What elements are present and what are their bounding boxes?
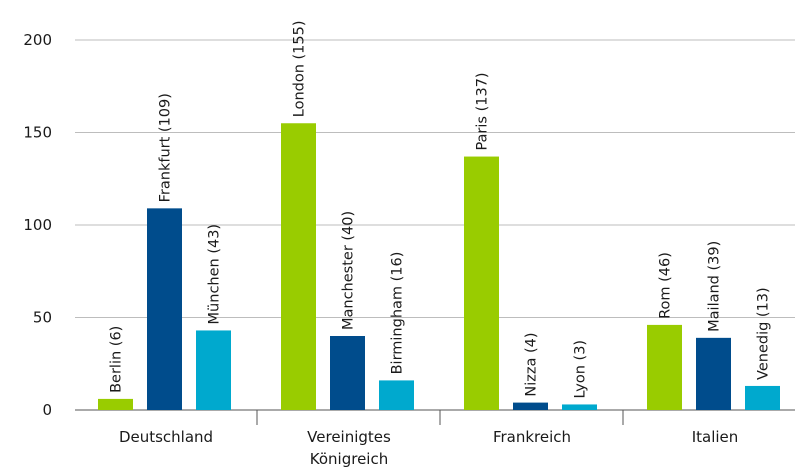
bar	[513, 402, 548, 410]
x-category-label: Frankreich	[493, 428, 571, 446]
bar	[98, 398, 133, 410]
y-tick-label: 150	[23, 124, 52, 142]
bar-data-label: Venedig (13)	[756, 287, 772, 380]
bar	[647, 324, 682, 410]
x-category-label: Italien	[692, 428, 739, 446]
bar	[330, 336, 365, 410]
bar	[147, 208, 182, 410]
bar-data-label: Lyon (3)	[573, 340, 589, 399]
bar	[379, 380, 414, 410]
bar-data-label: Nizza (4)	[524, 332, 540, 396]
bar-data-label: Rom (46)	[658, 252, 674, 319]
bar	[562, 404, 597, 410]
bar-data-label: Mailand (39)	[707, 241, 723, 332]
bar-data-label: München (43)	[207, 224, 223, 325]
bar-data-label: Berlin (6)	[109, 326, 125, 393]
x-category-label: Deutschland	[119, 428, 213, 446]
bar-data-label: Paris (137)	[475, 72, 491, 150]
y-tick-label: 100	[23, 216, 52, 234]
bar	[196, 330, 231, 410]
y-tick-label: 50	[33, 309, 52, 327]
y-tick-label: 200	[23, 31, 52, 49]
bar	[281, 123, 316, 410]
bar	[464, 156, 499, 410]
x-category-label: Vereinigtes Königreich	[307, 428, 391, 468]
bar-data-label: London (155)	[292, 21, 308, 118]
bar	[745, 385, 780, 410]
bar	[696, 337, 731, 410]
bar-data-label: Birmingham (16)	[390, 252, 406, 375]
bar-data-label: Frankfurt (109)	[158, 93, 174, 202]
y-tick-label: 0	[42, 401, 52, 419]
bar-data-label: Manchester (40)	[341, 211, 357, 330]
